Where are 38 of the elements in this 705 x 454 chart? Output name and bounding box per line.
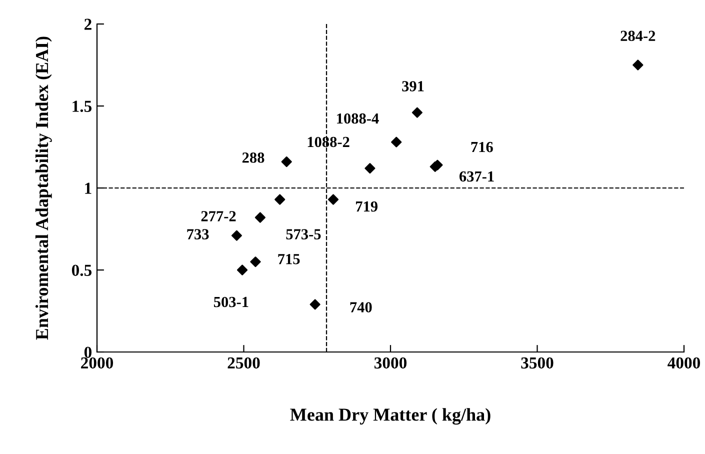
annotation: 1088-4 bbox=[337, 113, 379, 124]
annotation: 733 bbox=[187, 229, 209, 240]
annotation: 391 bbox=[402, 81, 424, 92]
point bbox=[250, 256, 261, 268]
y-tick-label: 2 bbox=[84, 18, 92, 30]
point bbox=[310, 299, 320, 310]
x-tick-label: 2000 bbox=[81, 357, 114, 369]
point bbox=[391, 136, 402, 148]
point bbox=[274, 194, 286, 205]
y-tick-label: 1 bbox=[85, 182, 92, 194]
point bbox=[231, 230, 242, 241]
x-tick-label: 4000 bbox=[668, 357, 700, 369]
annotation: 637-1 bbox=[459, 171, 494, 182]
y-tick-label: 0.5 bbox=[72, 264, 92, 276]
point bbox=[364, 163, 376, 174]
annotation: 740 bbox=[350, 302, 372, 312]
x-tick-label: 2500 bbox=[228, 357, 260, 369]
point bbox=[328, 194, 339, 205]
point bbox=[254, 212, 266, 223]
annotation: 715 bbox=[278, 254, 300, 264]
annotation: 288 bbox=[242, 152, 264, 163]
annotation: 284-2 bbox=[620, 30, 656, 42]
annotation: 277-2 bbox=[201, 211, 236, 222]
point bbox=[281, 156, 292, 168]
y-tick-label: 0 bbox=[84, 346, 92, 358]
annotation: 573-5 bbox=[286, 229, 321, 240]
y-tick-label: 1.5 bbox=[72, 100, 92, 112]
x-tick-label: 3000 bbox=[374, 357, 407, 369]
annotation: 503-1 bbox=[214, 296, 248, 308]
annotation: 716 bbox=[471, 142, 493, 152]
x-tick-label: 3500 bbox=[521, 357, 554, 369]
x-axis-title: Mean Dry Matter ( kg/ha) bbox=[290, 408, 490, 425]
point bbox=[236, 264, 248, 276]
annotation: 719 bbox=[356, 201, 378, 212]
point bbox=[632, 60, 644, 70]
y-axis-title: Enviromental Adaptability Index (EAI) bbox=[35, 36, 52, 340]
annotation: 1088-2 bbox=[308, 136, 350, 148]
point bbox=[412, 107, 423, 118]
